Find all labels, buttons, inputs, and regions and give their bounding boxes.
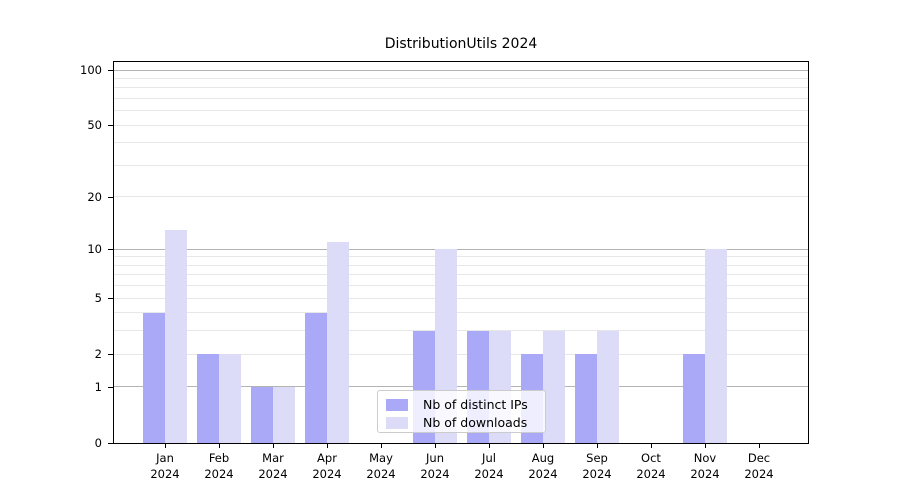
gridline-minor — [114, 87, 808, 88]
bar-nb-of-distinct-ips-nov — [683, 354, 705, 443]
y-tick-label: 50 — [87, 118, 102, 133]
x-tick-label: Dec 2024 — [744, 451, 774, 481]
x-tick — [435, 444, 436, 448]
x-tick — [165, 444, 166, 448]
y-tick-label: 0 — [94, 436, 102, 450]
x-tick — [489, 444, 490, 448]
x-tick-label: Jul 2024 — [474, 451, 504, 481]
y-tick — [108, 354, 113, 356]
gridline-minor — [114, 98, 808, 99]
gridline-minor — [114, 78, 808, 79]
x-tick-label: Mar 2024 — [258, 451, 288, 481]
bar-nb-of-distinct-ips-apr — [305, 312, 327, 443]
bar-nb-of-distinct-ips-feb — [197, 354, 219, 443]
x-tick — [759, 444, 760, 448]
y-tick — [108, 298, 113, 300]
y-tick-label: 1 — [94, 379, 102, 394]
x-tick — [327, 444, 328, 448]
bar-nb-of-distinct-ips-jan — [143, 312, 165, 443]
bar-nb-of-downloads-jan — [165, 229, 187, 443]
legend-row-downloads: Nb of downloads — [386, 414, 545, 431]
gridline-minor — [114, 125, 808, 126]
gridline-minor — [114, 330, 808, 331]
legend-row-distinct-ips: Nb of distinct IPs — [386, 396, 545, 413]
x-tick — [381, 444, 382, 448]
gridline-minor — [114, 354, 808, 355]
legend-swatch-downloads — [386, 416, 408, 429]
legend-label-downloads: Nb of downloads — [423, 415, 528, 430]
y-tick — [108, 443, 113, 444]
gridline-major — [114, 249, 808, 250]
gridline-major — [114, 386, 808, 387]
x-tick — [273, 444, 274, 448]
legend-label-distinct-ips: Nb of distinct IPs — [423, 397, 528, 412]
y-tick-label: 100 — [80, 63, 102, 77]
bar-nb-of-distinct-ips-sep — [575, 354, 597, 443]
x-tick-label: Oct 2024 — [636, 451, 666, 481]
y-tick-label: 2 — [94, 347, 102, 362]
x-tick — [219, 444, 220, 448]
gridline-minor — [114, 256, 808, 257]
y-tick — [108, 125, 113, 127]
x-tick-label: Nov 2024 — [690, 451, 720, 481]
x-tick-label: Jun 2024 — [420, 451, 450, 481]
gridline-major — [114, 70, 808, 71]
plot-inner — [114, 62, 808, 443]
bar-nb-of-downloads-aug — [543, 330, 565, 443]
gridline-minor — [114, 274, 808, 275]
gridline-minor — [114, 312, 808, 313]
bar-nb-of-downloads-sep — [597, 330, 619, 443]
x-tick-label: Apr 2024 — [312, 451, 342, 481]
gridline-minor — [114, 298, 808, 299]
y-tick-label: 20 — [87, 189, 102, 204]
gridline-minor — [114, 110, 808, 111]
x-tick-label: Feb 2024 — [204, 451, 234, 481]
bar-nb-of-downloads-mar — [273, 386, 295, 443]
bar-nb-of-downloads-nov — [705, 249, 727, 443]
y-tick — [108, 70, 113, 71]
x-tick-label: Aug 2024 — [528, 451, 558, 481]
gridline-minor — [114, 265, 808, 266]
bar-nb-of-downloads-feb — [219, 354, 241, 443]
gridline-minor — [114, 165, 808, 166]
gridline-minor — [114, 142, 808, 143]
y-tick-label: 5 — [94, 291, 102, 306]
gridline-minor — [114, 196, 808, 197]
legend-swatch-distinct-ips — [386, 398, 408, 411]
gridline-minor — [114, 285, 808, 286]
legend: Nb of distinct IPs Nb of downloads — [377, 390, 546, 433]
x-tick-label: May 2024 — [366, 451, 396, 481]
y-tick-label: 10 — [87, 242, 102, 257]
x-tick — [543, 444, 544, 448]
x-tick — [651, 444, 652, 448]
bar-nb-of-distinct-ips-mar — [251, 386, 273, 443]
x-tick — [705, 444, 706, 448]
y-tick — [108, 249, 113, 251]
x-tick — [597, 444, 598, 448]
plot-area: Nb of distinct IPs Nb of downloads — [113, 61, 809, 444]
chart-title: DistributionUtils 2024 — [384, 36, 538, 52]
x-tick-label: Sep 2024 — [582, 451, 612, 481]
y-tick — [108, 196, 113, 198]
bar-nb-of-downloads-apr — [327, 242, 349, 443]
x-tick-label: Jan 2024 — [150, 451, 180, 481]
y-tick — [108, 386, 113, 388]
